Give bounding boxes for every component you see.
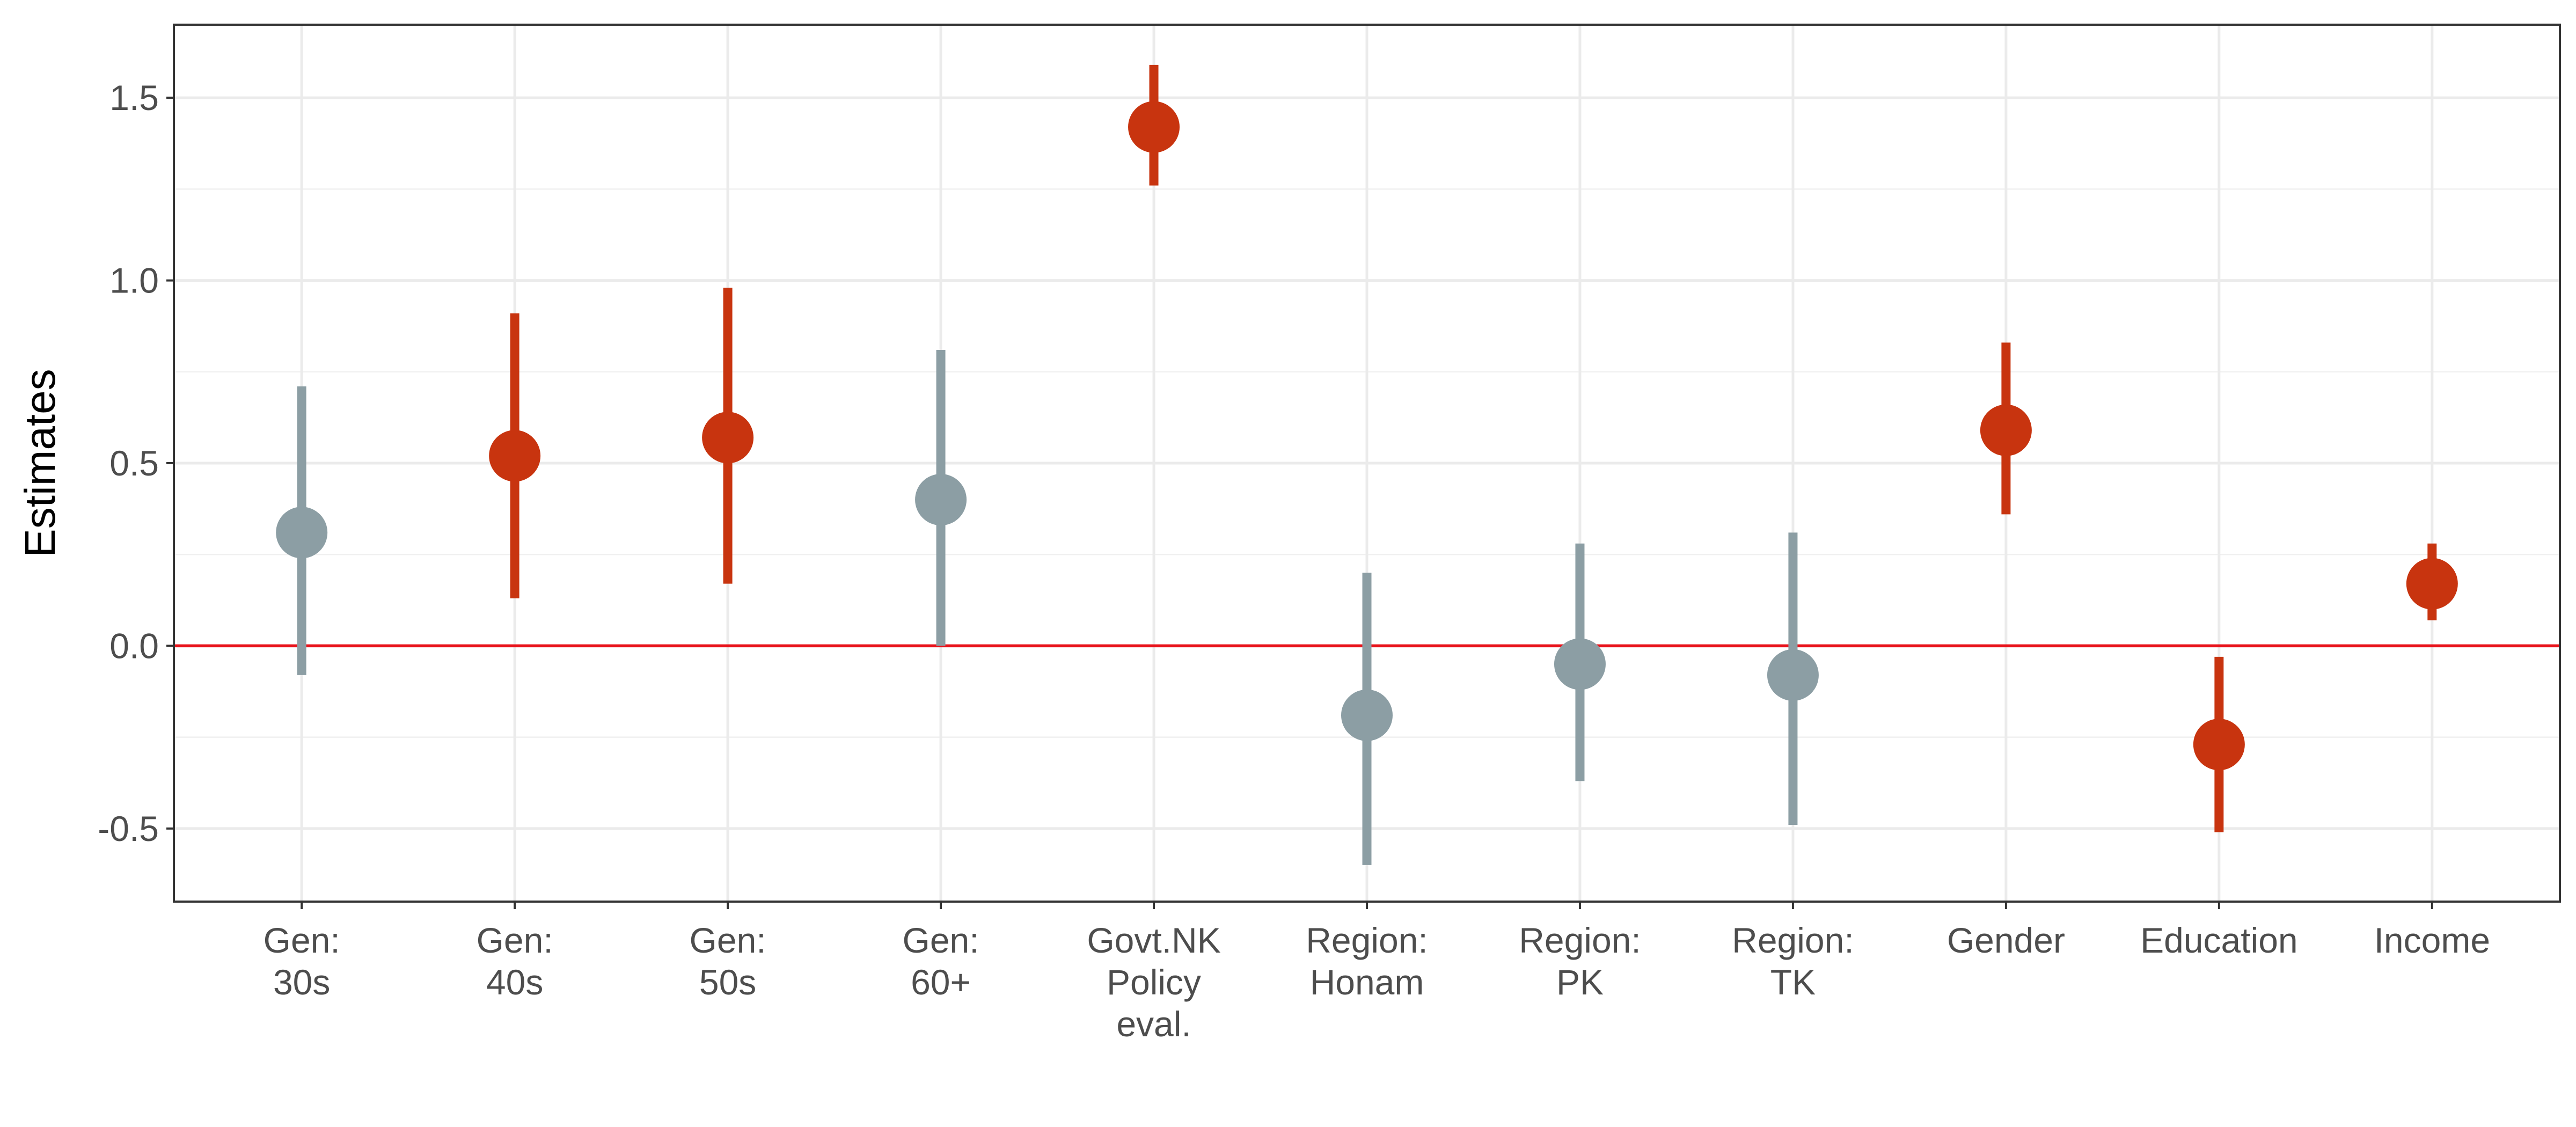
- y-axis: -0.5 0.0 0.5 1.0 1.5: [98, 78, 174, 848]
- x-tick-label: Govt.NK Policy eval.: [1087, 920, 1220, 1044]
- x-tick-label-line: eval.: [1116, 1004, 1191, 1044]
- estimate-point: [702, 412, 754, 464]
- x-tick-label-line: 50s: [699, 962, 756, 1002]
- x-tick-label: Education: [2140, 920, 2298, 960]
- estimate-point: [276, 507, 328, 559]
- x-tick-label-line: Policy: [1107, 962, 1201, 1002]
- y-axis-title: Estimates: [16, 369, 64, 557]
- y-tick-label: 1.0: [109, 261, 159, 301]
- x-tick-label: Gen: 30s: [264, 920, 340, 1002]
- estimate-point: [915, 474, 967, 526]
- x-tick-label-line: Govt.NK: [1087, 920, 1220, 960]
- x-tick-label-line: Region:: [1306, 920, 1428, 960]
- y-tick-label: 0.5: [109, 443, 159, 483]
- estimate-point: [1767, 649, 1819, 701]
- x-tick-label-line: Gender: [1947, 920, 2065, 960]
- x-tick-label-line: Gen:: [264, 920, 340, 960]
- estimate-point: [2406, 558, 2458, 610]
- x-tick-label: Gender: [1947, 920, 2065, 960]
- estimate-point: [489, 430, 541, 482]
- x-tick-label: Region: TK: [1732, 920, 1854, 1002]
- x-tick-label: Income: [2374, 920, 2490, 960]
- x-tick-label-line: Region:: [1519, 920, 1641, 960]
- estimate-point: [1128, 101, 1180, 153]
- x-tick-label: Gen: 40s: [477, 920, 553, 1002]
- x-tick-label: Region: Honam: [1306, 920, 1428, 1002]
- estimate-point: [1341, 689, 1393, 741]
- y-tick-label: 1.5: [109, 78, 159, 118]
- x-tick-label-line: Gen:: [690, 920, 766, 960]
- y-tick-label: -0.5: [98, 809, 159, 848]
- x-tick-label-line: PK: [1556, 962, 1604, 1002]
- estimate-point: [1554, 638, 1606, 690]
- x-tick-label: Gen: 60+: [903, 920, 979, 1002]
- estimate-point: [2193, 719, 2245, 771]
- y-tick-label: 0.0: [109, 626, 159, 665]
- x-tick-label-line: Gen:: [903, 920, 979, 960]
- x-tick-label: Region: PK: [1519, 920, 1641, 1002]
- x-tick-label-line: 60+: [911, 962, 971, 1002]
- x-tick-label-line: Education: [2140, 920, 2298, 960]
- x-tick-label-line: Region:: [1732, 920, 1854, 960]
- x-tick-label-line: TK: [1770, 962, 1816, 1002]
- x-tick-label-line: 30s: [273, 962, 330, 1002]
- x-tick-label-line: Income: [2374, 920, 2490, 960]
- x-tick-label-line: 40s: [486, 962, 543, 1002]
- x-tick-label-line: Gen:: [477, 920, 553, 960]
- estimate-point: [1980, 404, 2032, 456]
- x-tick-label-line: Honam: [1310, 962, 1424, 1002]
- x-tick-label: Gen: 50s: [690, 920, 766, 1002]
- estimate-marks: [276, 64, 2458, 865]
